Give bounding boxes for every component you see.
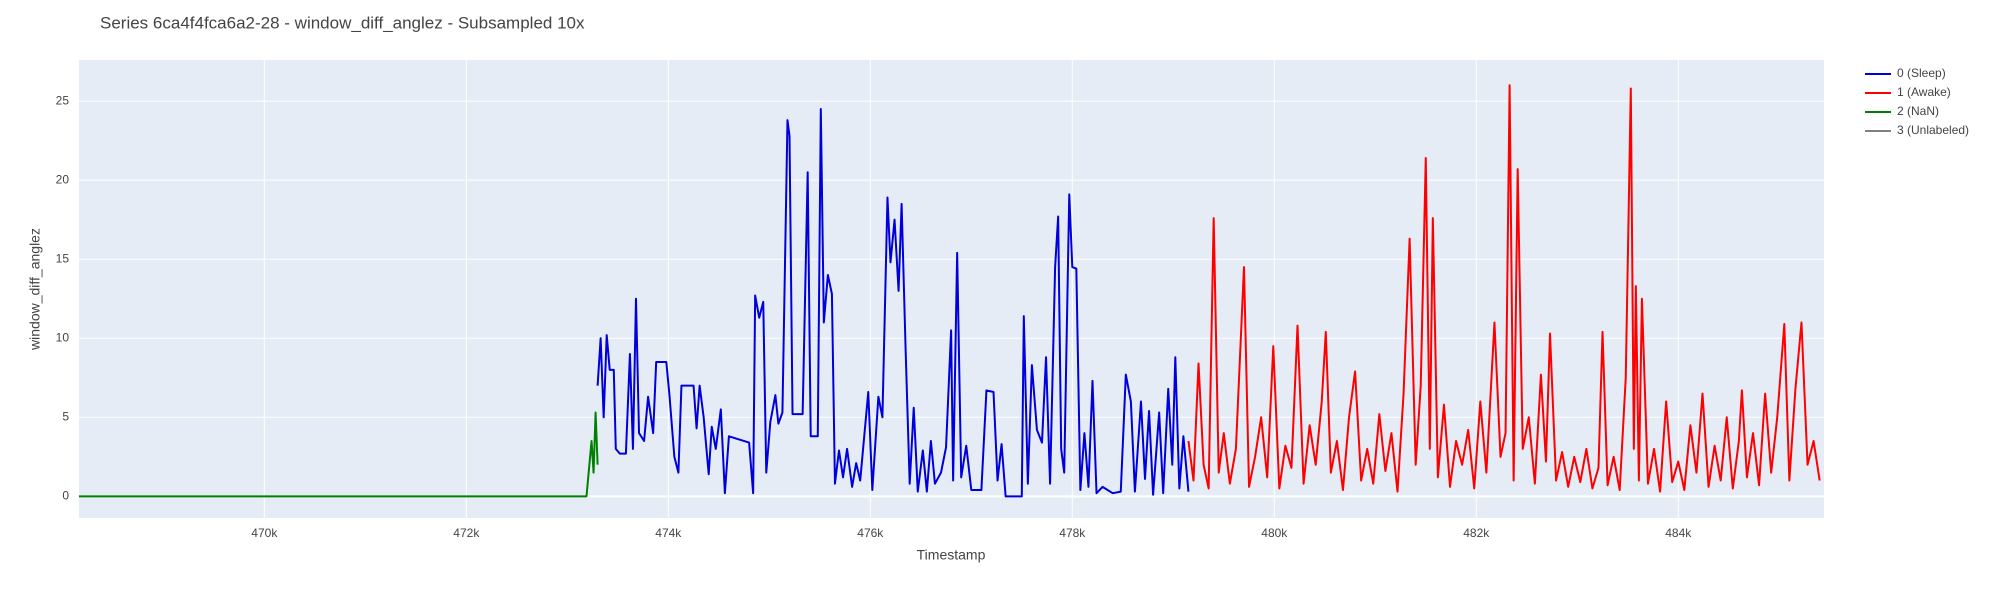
y-tick-label: 20 [56,172,70,186]
y-tick-label: 25 [56,93,70,107]
legend-label: 2 (NaN) [1897,104,1939,118]
x-tick-label: 482k [1463,526,1490,540]
series-line [1187,84,1821,493]
series-line [79,411,599,498]
legend-item[interactable]: 0 (Sleep) [1865,66,1946,80]
y-tick-label: 15 [56,251,70,265]
legend-label: 1 (Awake) [1897,85,1951,99]
chart-title: Series 6ca4f4fca6a2-28 - window_diff_ang… [100,13,585,32]
x-tick-label: 476k [857,526,884,540]
x-tick-label: 474k [655,526,682,540]
y-axis-title: window_diff_anglez [27,228,43,351]
y-tick-label: 5 [62,409,69,423]
legend-label: 0 (Sleep) [1897,66,1946,80]
legend-label: 3 (Unlabeled) [1897,123,1969,137]
y-tick-label: 0 [62,489,69,503]
x-tick-label: 478k [1059,526,1086,540]
x-tick-label: 484k [1665,526,1692,540]
legend-item[interactable]: 3 (Unlabeled) [1865,123,1969,137]
y-tick-label: 10 [56,330,70,344]
x-tick-label: 480k [1261,526,1288,540]
legend-item[interactable]: 1 (Awake) [1865,85,1951,99]
legend-item[interactable]: 2 (NaN) [1865,104,1939,118]
x-tick-label: 470k [251,526,278,540]
plot-background [79,60,1824,518]
x-tick-label: 472k [453,526,480,540]
series-line [596,108,1190,498]
x-axis-title: Timestamp [917,547,986,563]
